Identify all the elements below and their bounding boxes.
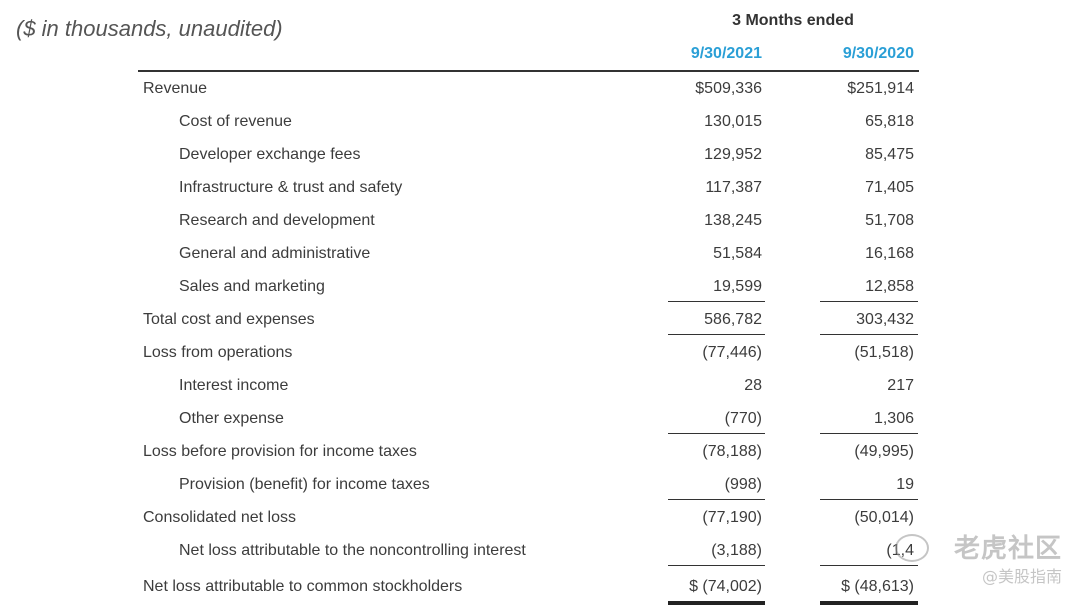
value-2021: (78,188) (702, 443, 762, 460)
value-2020: 217 (887, 377, 914, 394)
row-label: Net loss attributable to common stockhol… (143, 578, 463, 595)
row-label: Total cost and expenses (143, 311, 315, 328)
underline-rule (668, 499, 765, 500)
underline-rule (668, 334, 765, 335)
underline-rule (820, 565, 918, 566)
row-label: Cost of revenue (179, 113, 292, 130)
row-label: Sales and marketing (179, 278, 325, 295)
row-label: Revenue (143, 80, 208, 97)
table-row: Infrastructure & trust and safety 117,387… (0, 171, 1080, 204)
value-2020: 12,858 (865, 278, 914, 295)
value-2021: (77,446) (702, 344, 762, 361)
value-2021: 138,245 (704, 212, 762, 229)
value-2020: 1,306 (873, 410, 914, 427)
value-2021: 129,952 (704, 146, 762, 163)
watermark-bubble-icon (895, 534, 929, 562)
table-row: Revenue $509,336 $251,914 (0, 72, 1080, 105)
period-header: 3 Months ended (732, 12, 854, 29)
header-rule (138, 70, 919, 72)
row-label: Consolidated net loss (143, 509, 296, 526)
row-label: Research and development (179, 212, 375, 229)
underline-rule (820, 433, 918, 434)
value-2021: $509,336 (695, 80, 762, 97)
value-2021: $ (74,002) (689, 578, 762, 595)
row-label: General and administrative (179, 245, 371, 262)
value-2020: 19 (896, 476, 914, 493)
value-2021: 51,584 (713, 245, 762, 262)
underline-rule (668, 565, 765, 566)
table-row: Cost of revenue 130,015 65,818 (0, 105, 1080, 138)
row-label: Developer exchange fees (179, 146, 361, 163)
value-2021: (770) (724, 410, 762, 427)
table-row: Developer exchange fees 129,952 85,475 (0, 138, 1080, 171)
value-2021: 28 (744, 377, 762, 394)
table-row: Sales and marketing 19,599 12,858 (0, 270, 1080, 303)
value-2021: (998) (724, 476, 762, 493)
table-row: Provision (benefit) for income taxes (998… (0, 468, 1080, 501)
value-2021: 19,599 (713, 278, 762, 295)
underline-rule (668, 433, 765, 434)
row-label: Loss before provision for income taxes (143, 443, 417, 460)
double-underline-rule (820, 601, 918, 605)
table-row: Other expense (770) 1,306 (0, 402, 1080, 435)
watermark-line1: 老虎社区 (953, 534, 1062, 564)
value-2021: 586,782 (704, 311, 762, 328)
value-2020: (1,4 (886, 542, 914, 559)
row-label: Net loss attributable to the noncontroll… (179, 542, 526, 559)
table-row: Total cost and expenses 586,782 303,432 (0, 303, 1080, 336)
row-label: Provision (benefit) for income taxes (179, 476, 430, 493)
value-2021: (77,190) (702, 509, 762, 526)
row-label: Infrastructure & trust and safety (179, 179, 403, 196)
table-row: Research and development 138,245 51,708 (0, 204, 1080, 237)
value-2020: (50,014) (854, 509, 914, 526)
value-2020: 65,818 (865, 113, 914, 130)
table-row: Loss before provision for income taxes (7… (0, 435, 1080, 468)
underline-rule (820, 334, 918, 335)
table-row: General and administrative 51,584 16,168 (0, 237, 1080, 270)
watermark: 老虎社区 @美股指南 (954, 528, 1062, 587)
value-2020: 16,168 (865, 245, 914, 262)
value-2020: 71,405 (865, 179, 914, 196)
value-2020: 51,708 (865, 212, 914, 229)
watermark-line2: @美股指南 (981, 567, 1062, 586)
value-2020: (51,518) (854, 344, 914, 361)
value-2020: 85,475 (865, 146, 914, 163)
subtitle: ($ in thousands, unaudited) (16, 16, 283, 41)
table-row: Loss from operations (77,446) (51,518) (0, 336, 1080, 369)
table-row: Consolidated net loss (77,190) (50,014) (0, 501, 1080, 534)
column-header-2021: 9/30/2021 (690, 45, 762, 62)
column-header-2020: 9/30/2020 (842, 45, 914, 62)
value-2021: 117,387 (705, 179, 762, 196)
underline-rule (820, 301, 918, 302)
value-2021: (3,188) (711, 542, 762, 559)
table-row: Interest income 28 217 (0, 369, 1080, 402)
double-underline-rule (668, 601, 765, 605)
row-label: Other expense (179, 410, 284, 427)
row-label: Interest income (179, 377, 289, 394)
value-2020: $251,914 (847, 80, 914, 97)
value-2021: 130,015 (704, 113, 762, 130)
value-2020: 303,432 (856, 311, 914, 328)
underline-rule (820, 499, 918, 500)
table-row: Net loss attributable to common stockhol… (0, 570, 1080, 603)
underline-rule (668, 301, 765, 302)
value-2020: (49,995) (854, 443, 914, 460)
row-label: Loss from operations (143, 344, 293, 361)
value-2020: $ (48,613) (841, 578, 914, 595)
